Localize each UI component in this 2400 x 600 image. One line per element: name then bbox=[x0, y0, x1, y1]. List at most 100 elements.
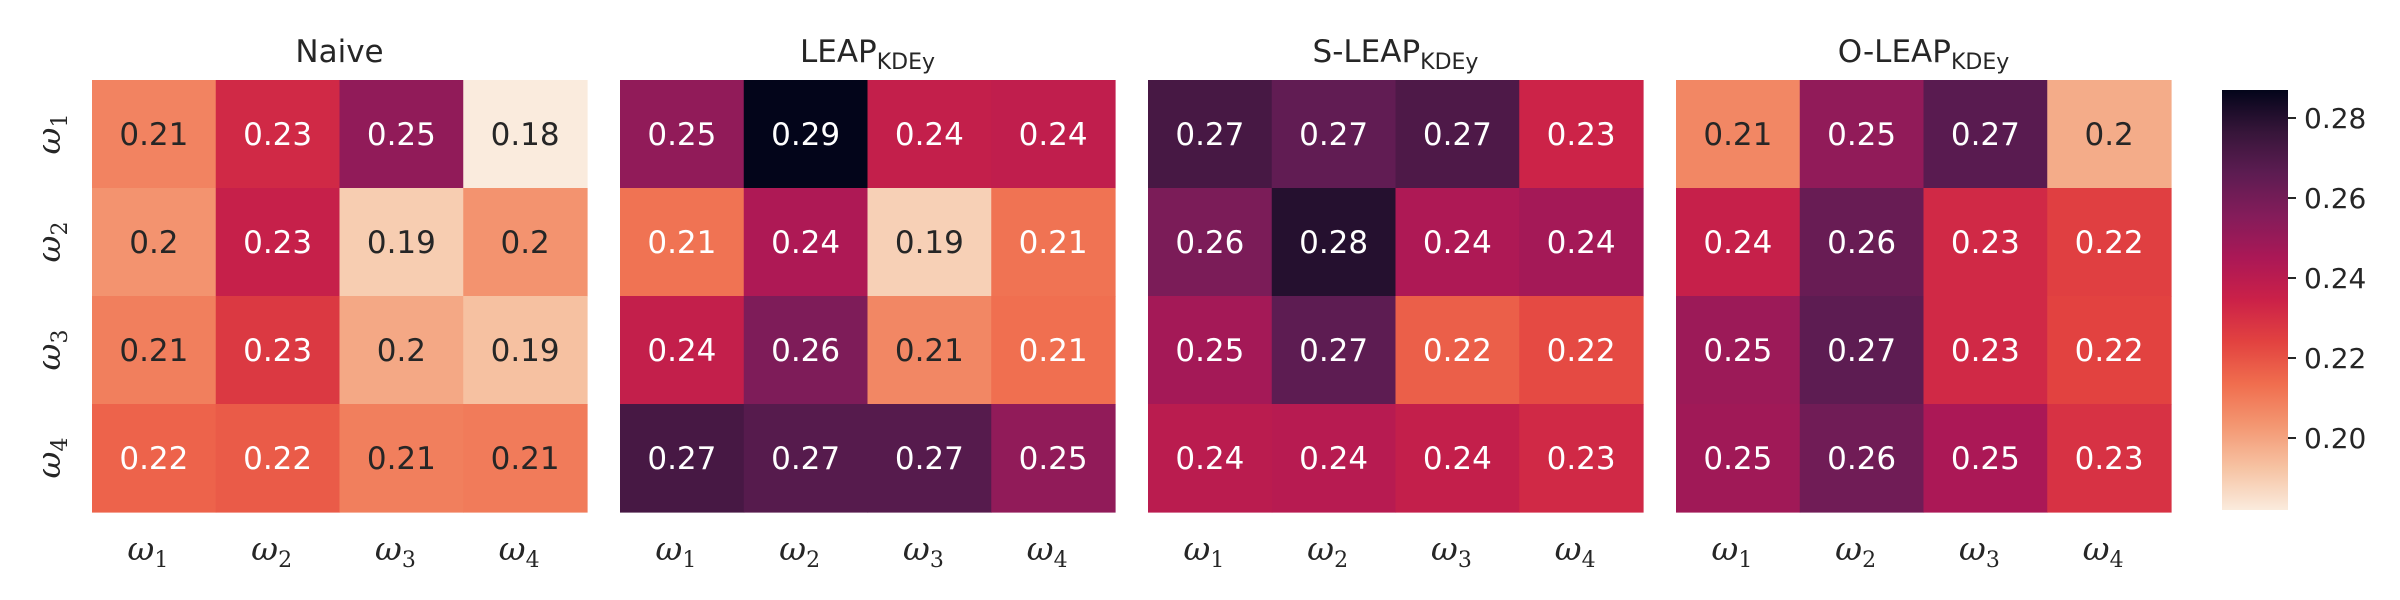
colorbar-tick-label: 0.24 bbox=[2304, 262, 2366, 295]
cell-value-label: 0.21 bbox=[119, 333, 188, 369]
heatmap-cell bbox=[1519, 80, 1644, 189]
heatmap-cell bbox=[991, 188, 1116, 297]
x-tick-subscript: 4 bbox=[526, 548, 540, 573]
y-tick-subscript: 2 bbox=[48, 222, 73, 236]
y-tick-symbol: ω bbox=[29, 452, 68, 479]
x-tick-label: ω3 bbox=[1431, 529, 1472, 573]
heatmap-cell bbox=[991, 404, 1116, 513]
cell-value-label: 0.24 bbox=[1547, 225, 1616, 261]
cell-value-label: 0.2 bbox=[500, 225, 549, 261]
x-tick-label: ω4 bbox=[1027, 529, 1068, 573]
heatmap-cell bbox=[92, 296, 217, 405]
cell-value-label: 0.23 bbox=[2075, 441, 2144, 477]
cell-value-label: 0.23 bbox=[1547, 441, 1616, 477]
panel-title: O-LEAPKDEy bbox=[1838, 34, 2010, 75]
heatmap-cell bbox=[1271, 404, 1397, 513]
heatmap-cell bbox=[743, 404, 869, 513]
heatmap-cell bbox=[620, 296, 745, 405]
heatmap-cell bbox=[2047, 296, 2172, 405]
heatmap-cell bbox=[991, 80, 1116, 189]
panel-title: LEAPKDEy bbox=[800, 34, 935, 75]
heatmap-cell bbox=[1923, 404, 2048, 513]
cell-value-label: 0.25 bbox=[1703, 333, 1772, 369]
x-tick-label: ω2 bbox=[251, 529, 292, 573]
x-tick-subscript: 2 bbox=[1334, 548, 1348, 573]
heatmap-cell bbox=[2047, 80, 2172, 189]
heatmap-cell bbox=[743, 296, 869, 405]
panel-title: S-LEAPKDEy bbox=[1313, 34, 1479, 75]
heatmap-cell bbox=[92, 404, 217, 513]
cell-value-label: 0.25 bbox=[1951, 441, 2020, 477]
cell-value-label: 0.22 bbox=[119, 441, 188, 477]
x-tick-symbol: ω bbox=[375, 529, 402, 568]
cell-value-label: 0.23 bbox=[1951, 333, 2020, 369]
heatmap-cell bbox=[1271, 80, 1397, 189]
x-tick-symbol: ω bbox=[655, 529, 682, 568]
x-tick-symbol: ω bbox=[2083, 529, 2110, 568]
x-tick-subscript: 3 bbox=[402, 548, 416, 573]
heatmap-cell bbox=[1148, 296, 1273, 405]
panel-title-main: O-LEAP bbox=[1838, 34, 1951, 70]
x-tick-subscript: 2 bbox=[1862, 548, 1876, 573]
cell-value-label: 0.28 bbox=[1299, 225, 1368, 261]
x-tick-subscript: 1 bbox=[154, 548, 168, 573]
y-tick-label: ω1 bbox=[29, 114, 73, 155]
cell-value-label: 0.19 bbox=[367, 225, 436, 261]
cell-value-label: 0.21 bbox=[1019, 225, 1088, 261]
cell-value-label: 0.21 bbox=[1703, 117, 1772, 153]
x-tick-symbol: ω bbox=[127, 529, 154, 568]
cell-value-label: 0.26 bbox=[1827, 441, 1896, 477]
colorbar: 0.20 0.22 0.24 0.26 0.28 bbox=[2222, 90, 2366, 510]
colorbar-tick-label: 0.22 bbox=[2304, 342, 2366, 375]
heatmap-cell bbox=[339, 188, 464, 297]
heatmap-cell bbox=[1799, 296, 1925, 405]
x-tick-subscript: 1 bbox=[682, 548, 696, 573]
cell-value-label: 0.23 bbox=[1547, 117, 1616, 153]
heatmap-cell bbox=[463, 404, 588, 513]
cell-value-label: 0.22 bbox=[2075, 225, 2144, 261]
cell-value-label: 0.23 bbox=[243, 333, 312, 369]
heatmap-cell bbox=[1676, 404, 1801, 513]
heatmap-cell bbox=[215, 296, 341, 405]
y-tick-subscript: 1 bbox=[48, 114, 73, 128]
heatmap-cell bbox=[743, 188, 869, 297]
heatmap-cell bbox=[1923, 188, 2048, 297]
x-tick-subscript: 2 bbox=[806, 548, 820, 573]
cell-value-label: 0.2 bbox=[129, 225, 178, 261]
heatmap-cell bbox=[215, 80, 341, 189]
x-tick-symbol: ω bbox=[1959, 529, 1986, 568]
panel-title-main: LEAP bbox=[800, 34, 877, 70]
x-tick-subscript: 4 bbox=[1054, 548, 1068, 573]
y-tick-label: ω3 bbox=[29, 330, 73, 371]
x-tick-label: ω1 bbox=[655, 529, 696, 573]
panel-title-main: Naive bbox=[295, 34, 383, 70]
cell-value-label: 0.21 bbox=[647, 225, 716, 261]
cell-value-label: 0.27 bbox=[1175, 117, 1244, 153]
x-tick-subscript: 3 bbox=[1986, 548, 2000, 573]
heatmap-cell bbox=[991, 296, 1116, 405]
heatmap-cell bbox=[1676, 296, 1801, 405]
heatmap-cell bbox=[1271, 296, 1397, 405]
y-tick-symbol: ω bbox=[29, 344, 68, 371]
colorbar-tick-label: 0.26 bbox=[2304, 182, 2366, 215]
x-tick-label: ω3 bbox=[375, 529, 416, 573]
cell-value-label: 0.25 bbox=[647, 117, 716, 153]
cell-value-label: 0.25 bbox=[367, 117, 436, 153]
heatmap-cell bbox=[620, 80, 745, 189]
colorbar-gradient bbox=[2222, 90, 2288, 510]
cell-value-label: 0.24 bbox=[1423, 441, 1492, 477]
cell-value-label: 0.27 bbox=[1299, 333, 1368, 369]
heatmap-cell bbox=[1148, 404, 1273, 513]
x-tick-label: ω2 bbox=[779, 529, 820, 573]
x-tick-symbol: ω bbox=[1555, 529, 1582, 568]
heatmap-cell bbox=[1519, 404, 1644, 513]
heatmap-cell bbox=[339, 404, 464, 513]
cell-value-label: 0.2 bbox=[2084, 117, 2133, 153]
heatmap-cell bbox=[1923, 80, 2048, 189]
x-tick-label: ω4 bbox=[499, 529, 540, 573]
x-tick-label: ω3 bbox=[903, 529, 944, 573]
heatmap-cell bbox=[339, 80, 464, 189]
cell-value-label: 0.24 bbox=[1423, 225, 1492, 261]
heatmap-cell bbox=[1271, 188, 1397, 297]
